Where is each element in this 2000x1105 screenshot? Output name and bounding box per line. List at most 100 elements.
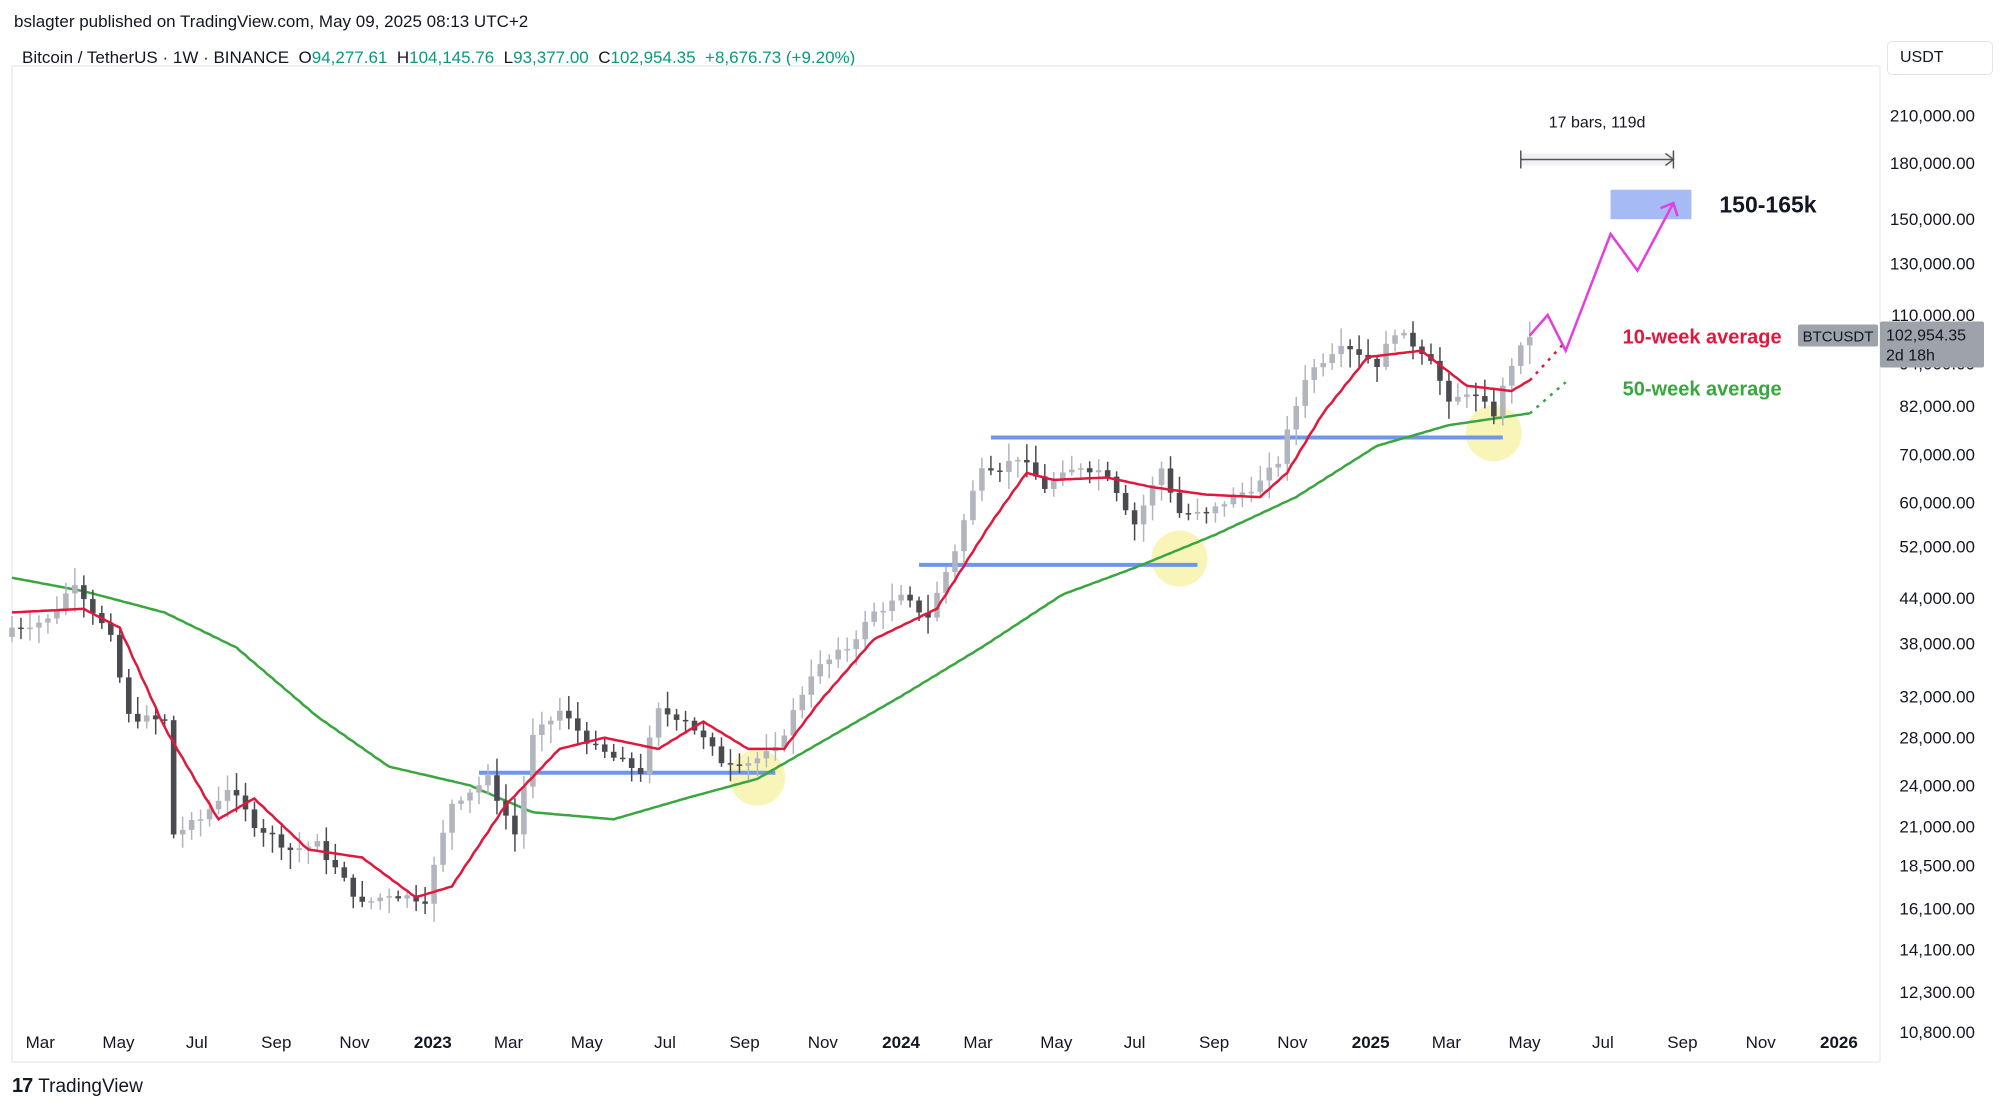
y-tick-label: 21,000.00 xyxy=(1899,818,1975,837)
currency-button[interactable]: USDT xyxy=(1887,41,1993,75)
y-tick-label: 150,000.00 xyxy=(1890,210,1975,229)
x-tick-label: May xyxy=(102,1033,135,1052)
candle-body xyxy=(1176,492,1183,514)
ma10-projection xyxy=(1528,340,1567,382)
candle-body xyxy=(637,767,644,774)
candle-body xyxy=(1311,367,1317,381)
x-tick-label: Jul xyxy=(186,1033,208,1052)
candle-body xyxy=(512,815,518,835)
target-zone-label: 150-165k xyxy=(1719,191,1816,217)
y-tick-label: 82,000.00 xyxy=(1899,397,1975,416)
candle-body xyxy=(485,775,491,786)
candle-body xyxy=(332,859,339,868)
candle-body xyxy=(718,746,725,764)
candle-body xyxy=(125,677,132,714)
candle-body xyxy=(1464,394,1470,397)
open-label: O xyxy=(298,48,312,67)
high-label: H xyxy=(396,48,410,67)
measure-label: 17 bars, 119d xyxy=(1549,114,1646,131)
candle-body xyxy=(1167,468,1174,493)
x-tick-label: Sep xyxy=(261,1033,291,1052)
candle-body xyxy=(557,710,563,721)
candle-body xyxy=(1275,463,1282,468)
candle-body xyxy=(1293,405,1300,430)
candle-body xyxy=(925,612,931,618)
candle-body xyxy=(1437,360,1443,381)
candle-body xyxy=(799,694,806,711)
candle-body xyxy=(1221,504,1228,507)
x-tick-label: Sep xyxy=(1667,1033,1697,1052)
candle-body xyxy=(36,622,42,628)
candle-body xyxy=(179,829,186,835)
x-tick-label: Mar xyxy=(963,1033,993,1052)
candle-body xyxy=(682,719,689,722)
candle-body xyxy=(458,800,464,804)
candle-body xyxy=(790,710,797,736)
change-value: +8,676.73 (+9.20%) xyxy=(705,48,856,67)
candle-body xyxy=(592,743,599,746)
candle-body xyxy=(476,785,482,793)
candle-body xyxy=(395,896,401,899)
candle-body xyxy=(1329,354,1335,363)
y-tick-label: 38,000.00 xyxy=(1899,634,1975,653)
candle-body xyxy=(296,848,303,851)
x-tick-label: Mar xyxy=(26,1033,56,1052)
candle-body xyxy=(601,744,608,752)
candle-body xyxy=(1266,467,1273,481)
ma50-projection xyxy=(1528,381,1567,415)
bar-countdown: 2d 18h xyxy=(1886,347,1935,364)
ma50-annotation: 50-week average xyxy=(1623,378,1782,400)
symbol-title[interactable]: Bitcoin / TetherUS · 1W · BINANCE xyxy=(22,48,290,67)
candle-body xyxy=(1455,396,1461,402)
candle-body xyxy=(161,719,168,721)
footer-brand[interactable]: 17 TradingView xyxy=(12,1075,143,1098)
y-tick-label: 110,000.00 xyxy=(1891,306,1975,325)
candle-body xyxy=(521,786,527,835)
candle-body xyxy=(736,764,743,766)
x-tick-label: Jul xyxy=(654,1033,676,1052)
candle-body xyxy=(188,820,195,830)
candle-body xyxy=(1194,511,1201,514)
candle-body xyxy=(1113,476,1120,494)
candle-body xyxy=(143,715,150,722)
candle-body xyxy=(1374,358,1380,367)
candle-body xyxy=(1284,429,1291,464)
candle-body xyxy=(1006,460,1012,473)
candle-body xyxy=(9,627,15,637)
tradingview-logo-icon: 17 xyxy=(12,1075,33,1097)
symbol-tag-label: BTCUSDT xyxy=(1803,328,1874,345)
candle-body xyxy=(1257,480,1264,492)
open-value: 94,277.61 xyxy=(311,48,388,67)
y-tick-label: 16,100.00 xyxy=(1899,900,1975,919)
candle-body xyxy=(808,676,815,695)
y-tick-label: 60,000.00 xyxy=(1899,493,1975,512)
x-tick-label: Nov xyxy=(1277,1033,1308,1052)
candle-body xyxy=(1526,337,1533,346)
candle-body xyxy=(673,714,680,720)
candle-body xyxy=(386,896,392,898)
close-value: 102,954.35 xyxy=(610,48,696,67)
candle-body xyxy=(1356,349,1362,355)
candle-body xyxy=(251,809,258,829)
candle-body xyxy=(1482,396,1488,402)
x-tick-label: 2026 xyxy=(1820,1033,1858,1052)
candle-body xyxy=(566,710,572,719)
candle-body xyxy=(305,846,312,849)
candle-body xyxy=(1158,468,1165,486)
y-tick-label: 52,000.00 xyxy=(1899,537,1975,556)
candle-body xyxy=(988,468,994,471)
candle-body xyxy=(215,800,222,810)
y-tick-label: 24,000.00 xyxy=(1899,776,1975,795)
candle-body xyxy=(1248,491,1255,494)
candle-body xyxy=(646,737,653,774)
candle-body xyxy=(1024,459,1030,463)
projection-path xyxy=(1528,202,1675,354)
close-label: C xyxy=(598,48,611,67)
x-tick-label: May xyxy=(1509,1033,1542,1052)
y-tick-label: 14,100.00 xyxy=(1899,941,1975,960)
candle-body xyxy=(467,792,473,801)
y-tick-label: 180,000.00 xyxy=(1890,154,1975,173)
candle-body xyxy=(781,735,788,748)
candle-body xyxy=(1392,335,1398,344)
